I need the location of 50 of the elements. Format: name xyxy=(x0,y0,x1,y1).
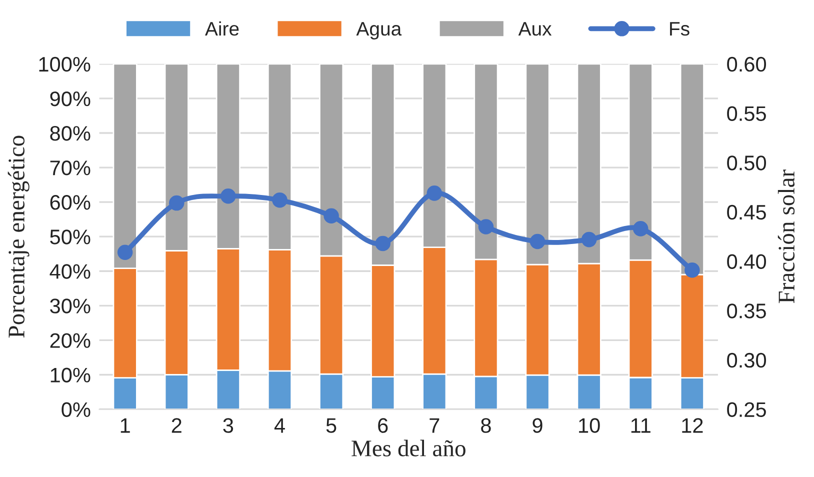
x-tick-label: 4 xyxy=(274,418,285,433)
x-tick-label: 6 xyxy=(378,418,388,433)
y2-tick-label: 0.40 xyxy=(727,254,766,270)
point xyxy=(684,262,700,278)
y-tick-label: 10% xyxy=(50,368,90,382)
y-tick-label: 90% xyxy=(50,91,90,106)
x-tick-label: 9 xyxy=(532,418,542,433)
y2-tick-label: 0.45 xyxy=(727,204,766,220)
y-tick-label: 100% xyxy=(39,56,90,72)
x-tick-label: 12 xyxy=(682,418,703,433)
y-tick-label: 80% xyxy=(50,126,90,141)
y-tick-label: 40% xyxy=(50,264,90,279)
point xyxy=(169,195,184,211)
y2-tick-label: 0.35 xyxy=(727,304,766,318)
point xyxy=(632,221,648,236)
point xyxy=(272,192,288,208)
legend-label: Agua xyxy=(356,22,402,40)
point xyxy=(220,188,236,204)
x-tick-label: 1 xyxy=(120,418,130,433)
x-tick-label: 2 xyxy=(172,418,182,433)
legend-label: Aire xyxy=(205,21,239,36)
x-tick-label: 11 xyxy=(631,418,650,433)
legend-label: Aux xyxy=(518,22,552,36)
point xyxy=(530,234,546,250)
y-tick-label: 70% xyxy=(50,160,90,176)
x-tick-label: 3 xyxy=(223,418,234,433)
x-axis-title: Mes del año xyxy=(352,440,466,456)
point xyxy=(478,219,494,234)
y-tick-label: 20% xyxy=(50,333,90,348)
y-axis-title: Porcentaje energético xyxy=(8,136,30,338)
y2-tick-label: 0.50 xyxy=(727,156,766,170)
point xyxy=(426,186,442,201)
y-tick-label: 60% xyxy=(50,195,90,210)
y2-axis-title: Fracción solar xyxy=(778,170,795,304)
y2-tick-label: 0.55 xyxy=(727,106,766,122)
x-tick-label: 8 xyxy=(481,418,491,433)
legend-label: Fs xyxy=(670,22,690,36)
y-tick-label: 30% xyxy=(50,298,90,314)
y2-tick-label: 0.30 xyxy=(727,352,766,368)
point xyxy=(324,208,339,224)
point xyxy=(375,236,390,252)
y-tick-label: 50% xyxy=(50,230,90,244)
x-tick-label: 10 xyxy=(579,418,600,433)
x-tick-label: 5 xyxy=(326,418,336,433)
point xyxy=(117,244,133,260)
y-tick-label: 0% xyxy=(62,402,90,418)
y2-tick-label: 0.25 xyxy=(727,402,766,418)
point xyxy=(581,232,597,248)
y2-tick-label: 0.60 xyxy=(727,56,766,72)
x-tick-label: 7 xyxy=(430,418,440,433)
